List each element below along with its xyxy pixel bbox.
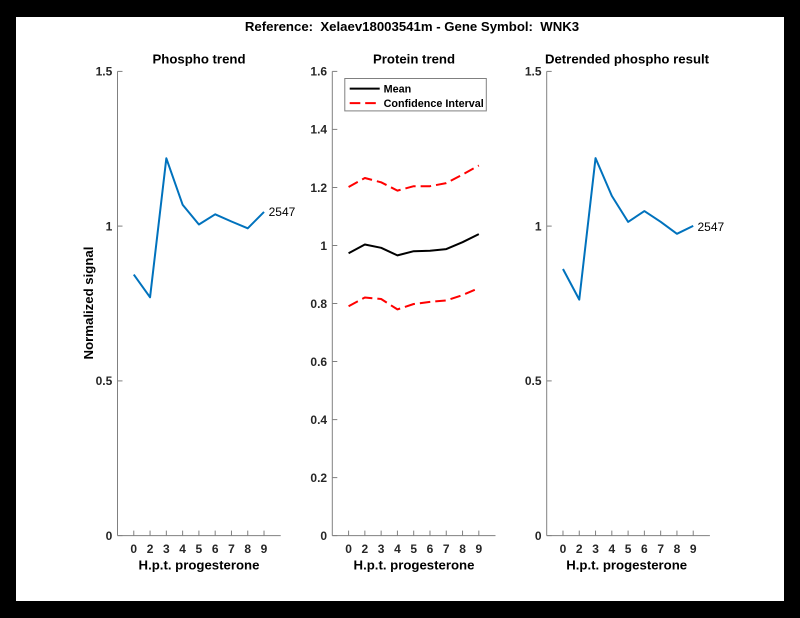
svg-text:5: 5 [196,542,203,556]
svg-text:6: 6 [641,542,648,556]
svg-text:8: 8 [674,542,681,556]
svg-text:0: 0 [320,529,327,543]
svg-text:0.5: 0.5 [525,374,542,388]
svg-text:7: 7 [228,542,235,556]
svg-text:1: 1 [106,219,113,233]
svg-text:Normalized signal: Normalized signal [81,247,96,360]
svg-text:0: 0 [345,542,352,556]
svg-text:Confidence Interval: Confidence Interval [384,98,484,110]
svg-text:0: 0 [130,542,137,556]
svg-text:2: 2 [362,542,369,556]
svg-text:H.p.t. progesterone: H.p.t. progesterone [139,557,260,572]
svg-text:2: 2 [147,542,154,556]
svg-text:7: 7 [443,542,450,556]
svg-text:1.6: 1.6 [310,65,327,79]
svg-text:1: 1 [320,239,327,253]
svg-text:0: 0 [560,542,567,556]
svg-text:Detrended phospho result: Detrended phospho result [545,52,710,67]
svg-text:Protein trend: Protein trend [373,52,455,67]
svg-text:4: 4 [608,542,615,556]
svg-text:9: 9 [690,542,697,556]
svg-text:8: 8 [244,542,251,556]
svg-text:0.5: 0.5 [96,374,113,388]
svg-text:0.2: 0.2 [310,471,327,485]
svg-text:0.4: 0.4 [310,413,327,427]
svg-text:5: 5 [625,542,632,556]
svg-text:Phospho trend: Phospho trend [152,52,245,67]
svg-text:5: 5 [410,542,417,556]
svg-text:0: 0 [535,529,542,543]
svg-text:9: 9 [261,542,268,556]
svg-text:3: 3 [163,542,170,556]
svg-text:Mean: Mean [384,83,412,95]
svg-text:2: 2 [576,542,583,556]
svg-text:H.p.t. progesterone: H.p.t. progesterone [354,557,475,572]
svg-text:7: 7 [657,542,664,556]
svg-text:9: 9 [475,542,482,556]
svg-text:8: 8 [459,542,466,556]
svg-text:3: 3 [592,542,599,556]
svg-text:4: 4 [394,542,401,556]
svg-text:2547: 2547 [269,205,296,219]
svg-text:0: 0 [106,529,113,543]
svg-text:4: 4 [179,542,186,556]
svg-text:1: 1 [535,219,542,233]
svg-text:1.4: 1.4 [310,123,327,137]
svg-text:6: 6 [427,542,434,556]
svg-text:1.5: 1.5 [525,65,542,79]
svg-text:H.p.t. progesterone: H.p.t. progesterone [566,557,687,572]
svg-text:1.5: 1.5 [96,65,113,79]
svg-text:3: 3 [378,542,385,556]
svg-text:2547: 2547 [698,220,725,234]
svg-text:Reference: Xelaev18003541m -: Reference: Xelaev18003541m - Gene Symbol… [245,19,579,34]
svg-text:0.8: 0.8 [310,297,327,311]
svg-text:6: 6 [212,542,219,556]
svg-text:1.2: 1.2 [310,181,327,195]
svg-text:0.6: 0.6 [310,355,327,369]
